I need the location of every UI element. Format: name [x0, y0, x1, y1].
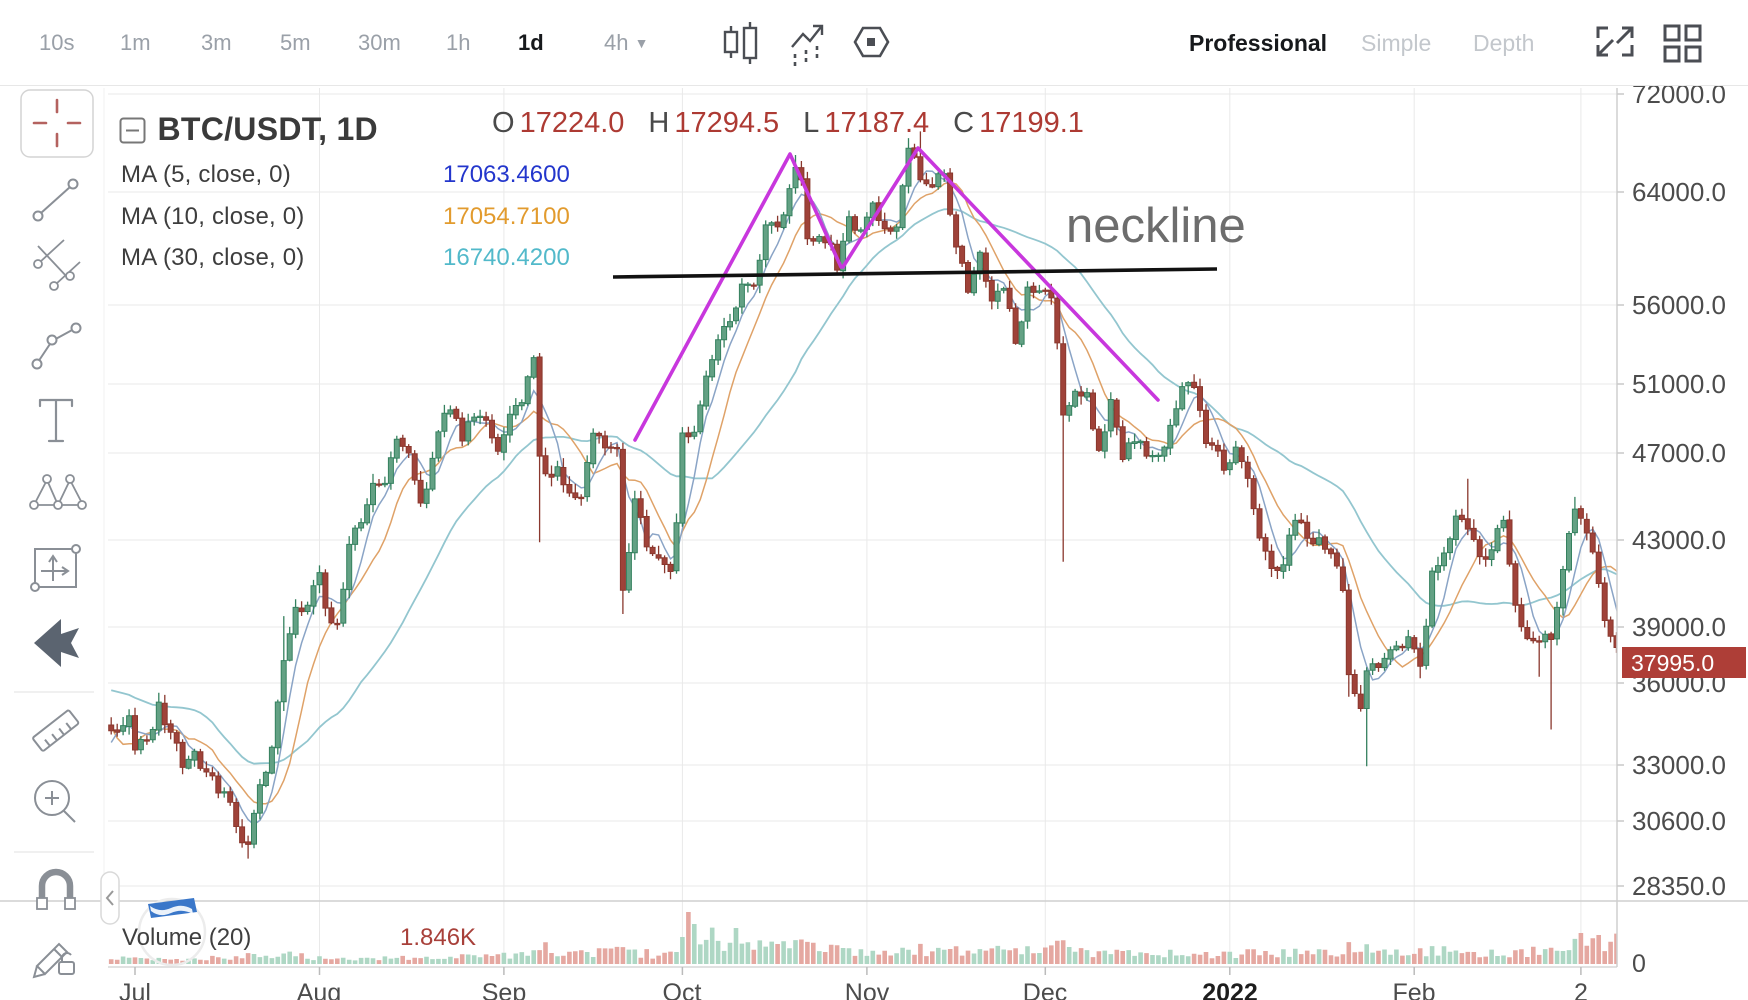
svg-text:47000.0: 47000.0: [1632, 438, 1726, 468]
svg-text:Aug: Aug: [297, 979, 341, 1000]
svg-text:2022: 2022: [1202, 979, 1258, 1000]
svg-text:33000.0: 33000.0: [1632, 750, 1726, 780]
svg-text:Nov: Nov: [845, 979, 890, 1000]
svg-text:39000.0: 39000.0: [1632, 612, 1726, 642]
svg-text:Oct: Oct: [663, 979, 702, 1000]
svg-text:Sep: Sep: [482, 979, 526, 1000]
svg-text:Feb: Feb: [1392, 979, 1435, 1000]
svg-text:64000.0: 64000.0: [1632, 177, 1726, 207]
svg-text:Jul: Jul: [119, 979, 151, 1000]
svg-text:43000.0: 43000.0: [1632, 525, 1726, 555]
svg-text:28350.0: 28350.0: [1632, 871, 1726, 901]
svg-text:37995.0: 37995.0: [1631, 650, 1714, 676]
svg-text:0: 0: [1632, 950, 1646, 978]
svg-text:30600.0: 30600.0: [1632, 806, 1726, 836]
svg-text:56000.0: 56000.0: [1632, 290, 1726, 320]
svg-text:2: 2: [1574, 979, 1588, 1000]
svg-text:neckline: neckline: [1066, 199, 1246, 253]
svg-text:Dec: Dec: [1023, 979, 1067, 1000]
svg-text:51000.0: 51000.0: [1632, 369, 1726, 399]
